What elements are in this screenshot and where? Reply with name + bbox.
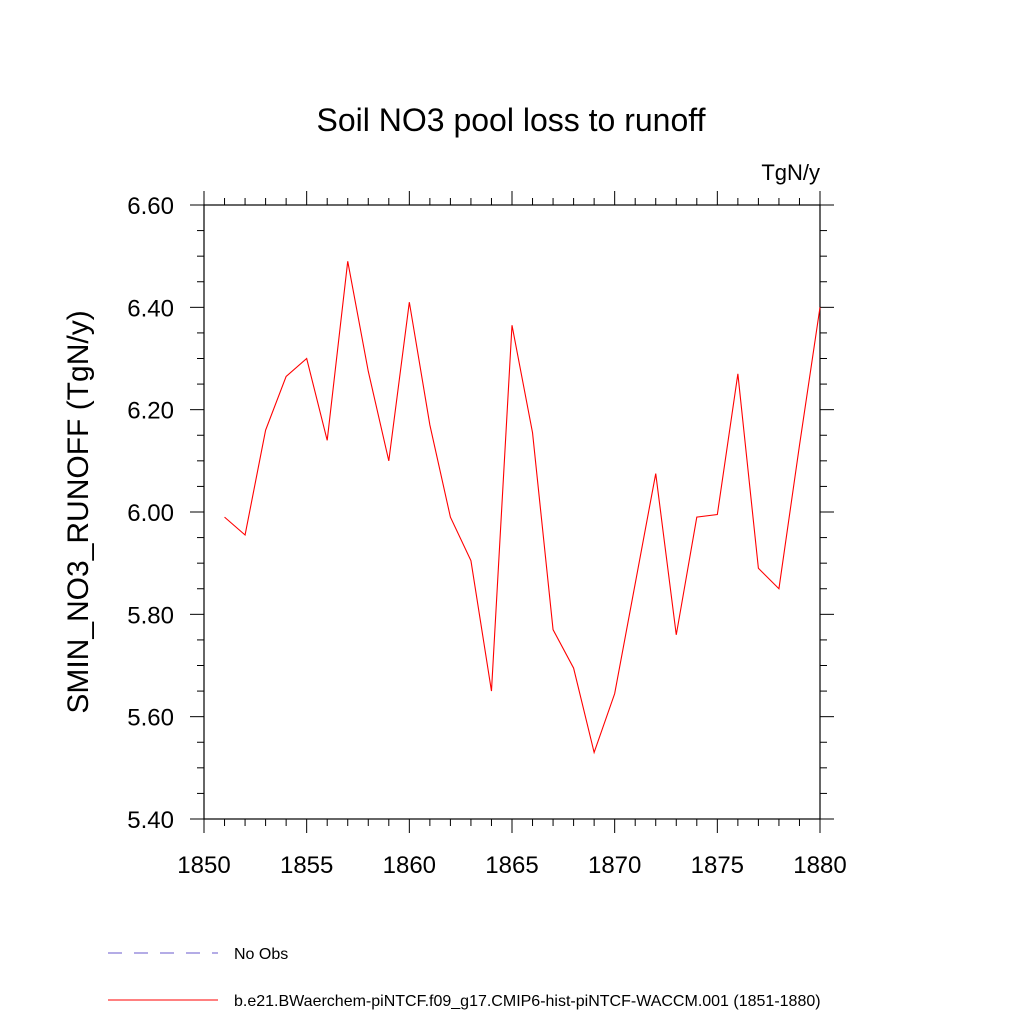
x-tick-label: 1865 [485, 852, 538, 879]
y-tick-label: 6.00 [127, 500, 174, 527]
legend-label-run: b.e21.BWaerchem-piNTCF.f09_g17.CMIP6-his… [234, 993, 821, 1010]
x-tick-label: 1875 [691, 852, 744, 879]
x-tick-label: 1870 [588, 852, 641, 879]
x-tick-label: 1880 [793, 852, 846, 879]
y-tick-label: 5.80 [127, 602, 174, 629]
legend-label-no-obs: No Obs [234, 946, 288, 963]
chart-title: Soil NO3 pool loss to runoff [317, 102, 706, 138]
x-tick-label: 1855 [280, 852, 333, 879]
y-tick-label: 6.60 [127, 193, 174, 220]
y-tick-label: 6.40 [127, 295, 174, 322]
x-tick-label: 1860 [383, 852, 436, 879]
plot-frame [203, 204, 821, 820]
axis-ticks [190, 191, 834, 833]
y-axis-label: SMIN_NO3_RUNOFF (TgN/y) [62, 310, 95, 713]
units-label: TgN/y [761, 160, 820, 185]
x-tick-label: 1850 [177, 852, 230, 879]
tick-labels: 1850 1855 1860 1865 1870 1875 1880 5.40 5.60 5.80… [127, 193, 846, 879]
series-line-0 [224, 261, 821, 755]
y-tick-label: 5.40 [127, 807, 174, 834]
legend: No Obs b.e21.BWaerchem-piNTCF.f09_g17.CM… [108, 946, 821, 1010]
y-tick-label: 6.20 [127, 398, 174, 425]
series-layer [224, 261, 821, 755]
y-tick-label: 5.60 [127, 705, 174, 732]
